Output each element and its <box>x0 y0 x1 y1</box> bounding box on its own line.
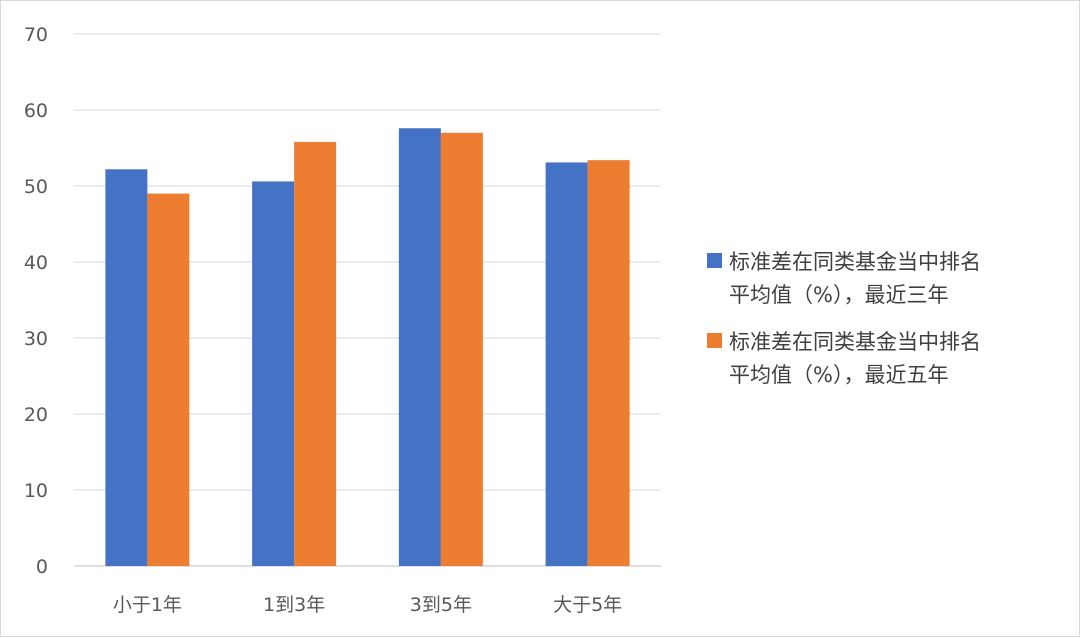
bar-series-1-2 <box>398 128 441 566</box>
bar-series-1-0 <box>105 169 148 566</box>
y-tick-label: 30 <box>24 328 48 350</box>
y-tick-label: 0 <box>36 556 48 578</box>
y-tick-label: 50 <box>24 176 48 198</box>
x-axis-tick-labels: 小于1年 1到3年 3到5年 大于5年 <box>113 594 622 616</box>
y-tick-label: 70 <box>24 24 48 46</box>
bar-series-2-1 <box>294 141 337 567</box>
bar-series-2-3 <box>587 160 630 566</box>
x-tick-label: 小于1年 <box>113 594 182 616</box>
y-tick-label: 10 <box>24 480 48 502</box>
legend: 标准差在同类基金当中排名平均值（%），最近三年标准差在同类基金当中排名平均值（%… <box>707 250 981 387</box>
legend-swatch <box>707 333 722 348</box>
legend-label-line: 平均值（%），最近五年 <box>729 363 948 387</box>
y-tick-label: 40 <box>24 252 48 274</box>
bar-series-2-2 <box>440 132 483 567</box>
bar-series-2-0 <box>147 193 190 566</box>
x-tick-label: 1到3年 <box>263 594 325 616</box>
y-tick-label: 60 <box>24 100 48 122</box>
x-tick-label: 大于5年 <box>553 594 622 616</box>
legend-label-line: 平均值（%），最近三年 <box>729 283 948 307</box>
bar-series-1-3 <box>545 162 588 566</box>
bar-series-1-1 <box>252 181 295 566</box>
legend-label-line: 标准差在同类基金当中排名 <box>729 330 981 354</box>
legend-label-line: 标准差在同类基金当中排名 <box>729 250 981 274</box>
y-axis-tick-labels: 0 10 20 30 40 50 60 70 <box>24 24 48 578</box>
bars <box>105 128 630 567</box>
y-tick-label: 20 <box>24 404 48 426</box>
legend-swatch <box>707 253 722 268</box>
x-tick-label: 3到5年 <box>410 594 472 616</box>
